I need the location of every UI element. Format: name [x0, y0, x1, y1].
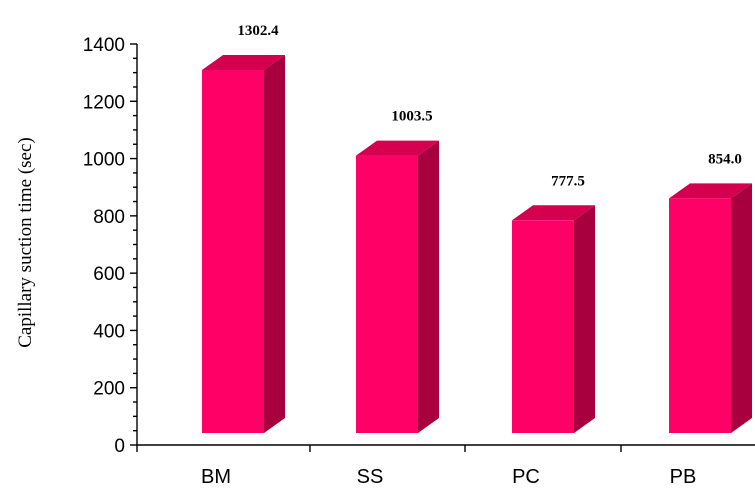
x-category-label: BM [201, 466, 231, 488]
y-tick-label: 0 [114, 436, 125, 457]
x-category-label: PB [670, 466, 697, 488]
x-category-label: PC [512, 466, 540, 488]
bar-side-face [574, 205, 595, 433]
y-axis-ticks: 0 200 400 600 800 1000 1200 1400 [83, 35, 622, 457]
y-axis-title: Capillary suction time (sec) [15, 137, 36, 348]
x-axis-labels: BM SS PC PB [201, 466, 696, 488]
bar-value-label: 777.5 [551, 173, 585, 189]
bar-top-face [356, 140, 439, 156]
y-tick-label: 1400 [83, 35, 125, 56]
bar-value-label: 1003.5 [391, 109, 432, 125]
bar-front-face [669, 198, 731, 433]
y-tick-label: 600 [93, 264, 125, 285]
bar-pc: 777.5 [512, 173, 595, 433]
y-tick-label: 800 [93, 207, 125, 228]
bar-bm: 1302.4 [202, 23, 285, 433]
bar-value-label: 1302.4 [237, 23, 279, 39]
bar-value-label: 854.0 [708, 151, 742, 167]
bar-side-face [418, 140, 439, 434]
bar-side-face [731, 183, 752, 433]
bar-pb: 854.0 [669, 151, 752, 433]
bar-front-face [202, 69, 264, 433]
bar-top-face [512, 205, 595, 221]
bar-ss: 1003.5 [356, 109, 439, 434]
bar-side-face [264, 54, 285, 433]
bar-front-face [356, 155, 418, 434]
y-tick-label: 200 [93, 379, 125, 400]
y-tick-label: 400 [93, 321, 125, 342]
bars: 1302.4 1003.5 777.5 854.0 [202, 23, 752, 434]
y-tick-label: 1200 [83, 92, 125, 113]
y-tick-label: 1000 [83, 150, 125, 171]
x-category-label: SS [357, 466, 384, 488]
bar-front-face [512, 220, 574, 433]
bar-top-face [202, 54, 285, 70]
bar-top-face [669, 183, 752, 199]
